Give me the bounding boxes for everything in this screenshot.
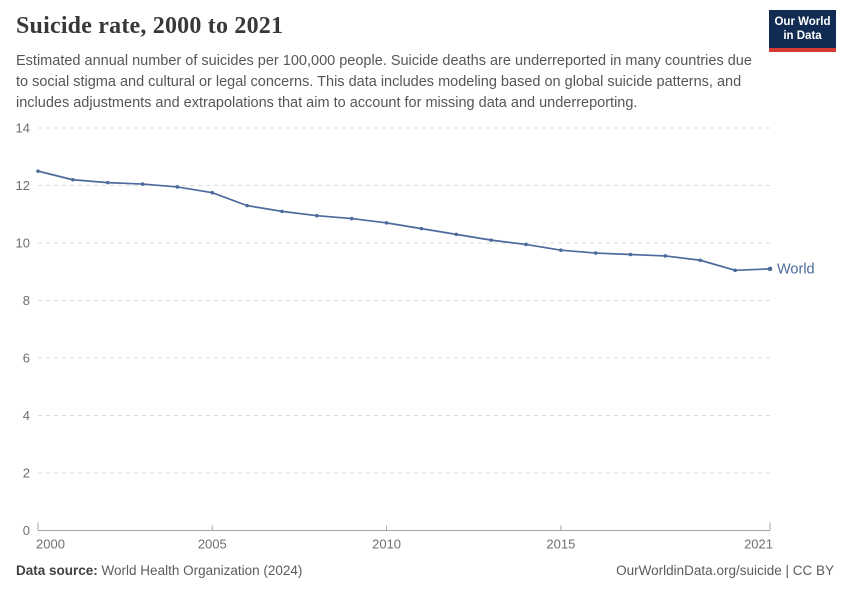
- data-source-label: Data source:: [16, 563, 98, 578]
- x-tick-label: 2021: [744, 537, 773, 552]
- y-tick-label: 0: [23, 523, 30, 538]
- series-end-label[interactable]: World: [777, 261, 815, 277]
- line-chart[interactable]: 0 2 4 6 8 10 12 14 2000 2005 2010 2015 2021 World: [0, 112, 850, 557]
- data-point[interactable]: [71, 177, 75, 182]
- owid-logo-text-line2: in Data: [783, 29, 822, 42]
- data-point[interactable]: [767, 266, 773, 272]
- data-point[interactable]: [36, 169, 40, 173]
- owid-logo: Our World in Data: [769, 10, 836, 52]
- x-tick-label: 2000: [36, 537, 65, 552]
- x-tick-label: 2015: [546, 537, 575, 552]
- data-point[interactable]: [454, 232, 459, 237]
- x-tick-label: 2005: [198, 537, 227, 552]
- y-tick-label: 8: [23, 293, 30, 308]
- data-point[interactable]: [698, 258, 703, 263]
- data-source-value: World Health Organization (2024): [101, 563, 303, 578]
- data-point[interactable]: [175, 185, 180, 189]
- y-tick-label: 10: [16, 236, 30, 251]
- y-tick-label: 6: [23, 351, 30, 366]
- data-point[interactable]: [733, 268, 737, 273]
- y-tick-label: 12: [16, 178, 30, 193]
- data-point[interactable]: [559, 248, 563, 252]
- attribution-link[interactable]: OurWorldinData.org/suicide | CC BY: [616, 563, 834, 578]
- data-point[interactable]: [349, 216, 354, 221]
- page-title: Suicide rate, 2000 to 2021: [16, 13, 284, 39]
- data-point[interactable]: [280, 209, 284, 214]
- y-tick-label: 14: [16, 121, 30, 136]
- x-tick-label: 2010: [372, 537, 401, 552]
- data-point[interactable]: [524, 242, 528, 247]
- data-point[interactable]: [105, 180, 110, 185]
- data-point[interactable]: [419, 226, 424, 231]
- owid-logo-text-line1: Our World: [774, 16, 831, 28]
- chart-footer: Data source: World Health Organization (…: [16, 563, 834, 578]
- data-source: Data source: World Health Organization (…: [16, 563, 302, 578]
- data-point[interactable]: [663, 254, 668, 258]
- data-point[interactable]: [245, 203, 249, 208]
- chart-canvas[interactable]: 0 2 4 6 8 10 12 14 2000 2005 2010 2015 2021 World: [0, 112, 850, 557]
- data-point[interactable]: [315, 213, 319, 218]
- data-point[interactable]: [489, 238, 493, 242]
- y-tick-label: 4: [23, 408, 30, 423]
- y-tick-label: 2: [23, 466, 30, 481]
- data-point[interactable]: [628, 252, 633, 257]
- data-point[interactable]: [384, 221, 389, 225]
- series-line-world[interactable]: [37, 170, 771, 272]
- data-point[interactable]: [210, 190, 215, 195]
- chart-subtitle: Estimated annual number of suicides per …: [16, 53, 752, 111]
- data-point[interactable]: [140, 182, 145, 186]
- data-point[interactable]: [593, 251, 598, 255]
